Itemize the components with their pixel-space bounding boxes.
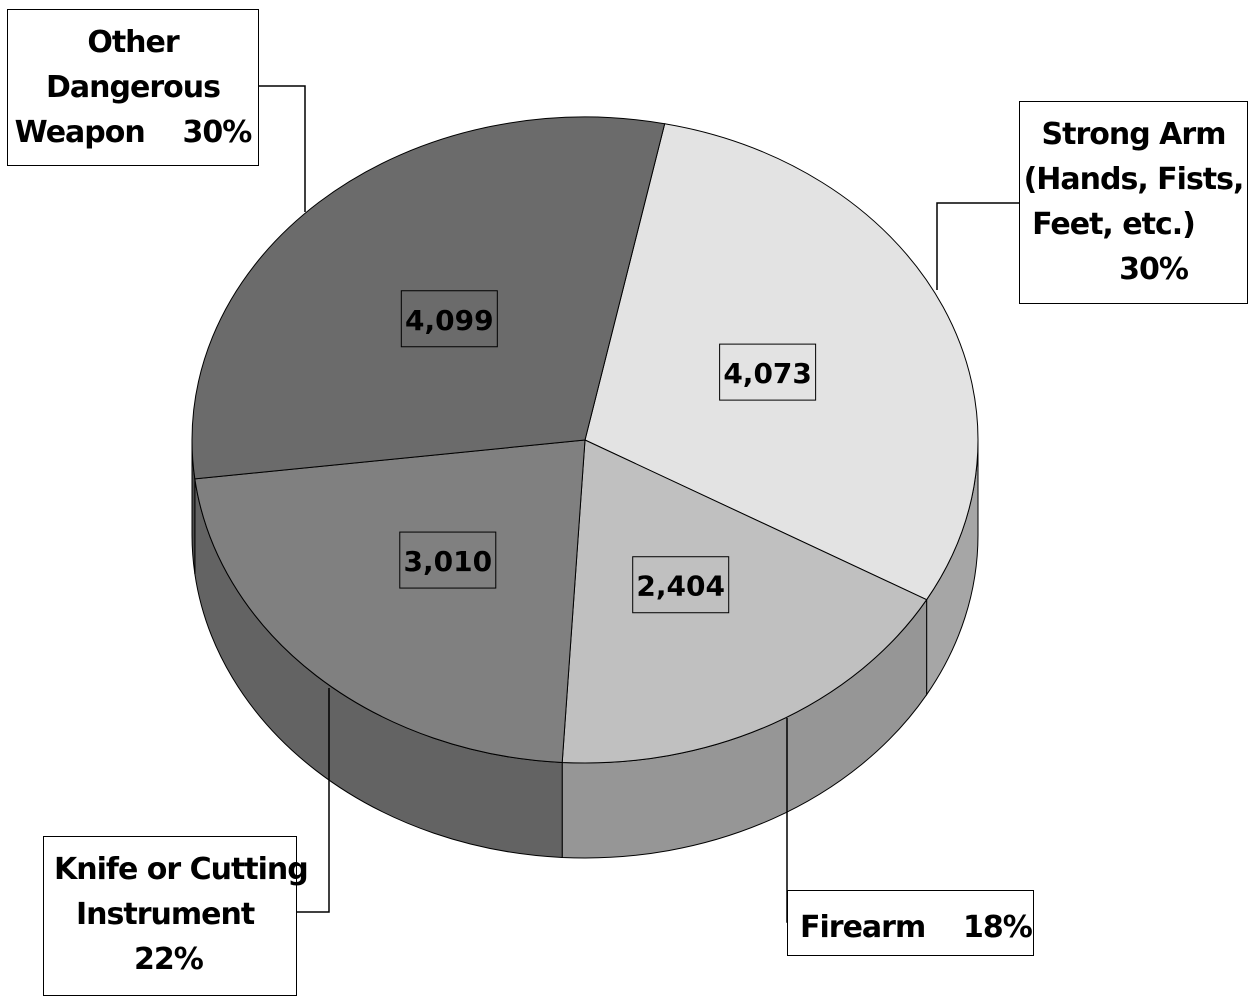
value-label-box: [632, 556, 730, 614]
slice-label-line: Strong Arm: [1041, 117, 1227, 152]
slice-label-line: 30%: [1119, 252, 1189, 287]
value-label: 3,010: [403, 545, 492, 578]
pie-slice: [194, 439, 586, 763]
slice-label-strong-arm: Strong Arm (Hands, Fists, Feet, etc.) 30…: [1019, 101, 1248, 304]
value-label-box: [719, 343, 817, 401]
pie-slice: [561, 439, 928, 764]
slice-label-line: Knife or Cutting: [54, 852, 309, 887]
pie-top-slices: [191, 116, 979, 764]
leader-line: [259, 85, 306, 212]
slice-label-line: Instrument: [76, 897, 255, 932]
slice-label-line: Firearm 18%: [800, 910, 1033, 945]
leader-line: [936, 202, 1019, 290]
value-label: 4,073: [723, 357, 812, 390]
slice-label-knife: Knife or Cutting Instrument 22%: [43, 836, 309, 996]
slice-label-line: Feet, etc.): [1032, 207, 1196, 242]
slice-label-firearm: Firearm 18%: [787, 890, 1034, 956]
leader-line: [297, 688, 330, 913]
value-label: 2,404: [636, 570, 725, 603]
value-label: 4,099: [405, 304, 494, 337]
slice-label-line: (Hands, Fists,: [1023, 162, 1245, 197]
slice-label-line: Dangerous: [46, 70, 221, 105]
slice-label-line: Weapon 30%: [14, 115, 253, 150]
slice-label-line: Other: [87, 25, 179, 60]
value-labels: 4,073 2,404 3,010 4,099: [399, 290, 817, 614]
value-label-box: [399, 531, 497, 589]
value-label-box: [400, 290, 498, 348]
slice-label-other-dangerous-weapon: Other Dangerous Weapon 30%: [7, 9, 259, 166]
slice-label-line: 22%: [134, 942, 204, 977]
